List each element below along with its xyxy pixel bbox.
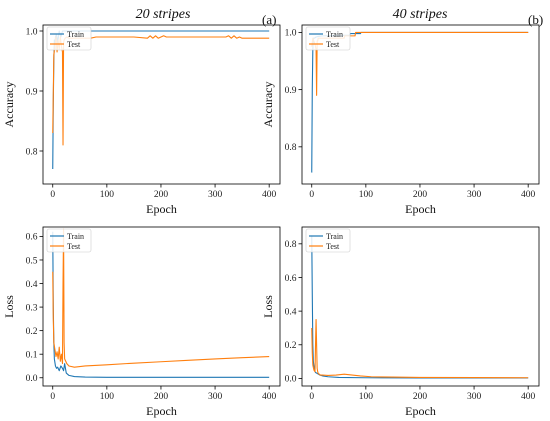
y-tick-label: 0.8 (285, 240, 297, 250)
series-line-test (52, 35, 270, 146)
legend-entry-train: Train (326, 30, 343, 39)
y-tick-label: 0.9 (26, 87, 38, 97)
y-axis-label: Accuracy (2, 82, 16, 128)
x-axis-label: Epoch (146, 404, 177, 418)
x-tick-label: 0 (50, 190, 55, 200)
y-tick-label: 0.2 (26, 327, 38, 337)
y-axis-label: Loss (261, 295, 275, 318)
y-axis-label: Accuracy (261, 82, 275, 128)
plot-frame (301, 226, 540, 387)
y-tick-label: 0.1 (26, 351, 38, 361)
x-tick-label: 100 (100, 392, 115, 402)
y-tick-label: 0.0 (285, 375, 297, 385)
legend-entry-test: Test (326, 40, 340, 49)
legend-entry-train: Train (326, 232, 343, 241)
plot-frame (42, 24, 281, 185)
x-tick-label: 0 (309, 190, 314, 200)
plot-frame (42, 226, 281, 387)
plot-frame (301, 24, 540, 185)
chart-loss40: 0 100 200 300 400 0.0 0.2 0.4 0.6 0.8 Epoch Loss Tra… (261, 226, 540, 418)
column-title-right: 40 stripes (393, 7, 448, 22)
legend-entry-test: Test (67, 40, 81, 49)
y-tick-label: 1.0 (285, 29, 297, 39)
x-tick-label: 400 (521, 392, 536, 402)
y-tick-label: 0.9 (285, 86, 297, 96)
x-tick-label: 400 (262, 190, 277, 200)
series-line-train (311, 31, 529, 173)
x-tick-label: 300 (467, 392, 482, 402)
x-axis-label: Epoch (405, 202, 436, 216)
chart-panels: 0 100 200 300 400 0.8 0.9 1.0 Epoch Accuracy Train… (2, 24, 540, 418)
series-line-train (52, 30, 270, 170)
x-tick-label: 400 (521, 190, 536, 200)
column-title-left: 20 stripes (136, 7, 191, 22)
y-tick-label: 0.5 (26, 256, 38, 266)
y-tick-label: 0.8 (26, 147, 38, 157)
x-tick-label: 300 (208, 190, 223, 200)
x-tick-label: 200 (413, 190, 428, 200)
x-tick-label: 100 (359, 190, 374, 200)
x-tick-label: 400 (262, 392, 277, 402)
x-tick-label: 0 (309, 392, 314, 402)
y-tick-label: 0.4 (285, 307, 297, 317)
x-tick-label: 0 (50, 392, 55, 402)
legend-entry-train: Train (67, 30, 84, 39)
y-tick-label: 0.4 (26, 280, 38, 290)
series-line-train (52, 231, 270, 378)
x-tick-label: 300 (467, 190, 482, 200)
legend-entry-train: Train (67, 232, 84, 241)
series-line-test (52, 228, 270, 368)
chart-acc40: 0 100 200 300 400 0.8 0.9 1.0 Epoch Accuracy Train… (261, 24, 540, 216)
y-tick-label: 0.0 (26, 374, 38, 384)
y-axis-label: Loss (2, 295, 16, 318)
y-tick-label: 1.0 (26, 27, 38, 37)
x-axis-label: Epoch (405, 404, 436, 418)
y-tick-label: 0.3 (26, 303, 38, 313)
x-tick-label: 200 (154, 190, 169, 200)
chart-acc20: 0 100 200 300 400 0.8 0.9 1.0 Epoch Accuracy Train… (2, 24, 281, 216)
panel-letter-a: (a) (262, 12, 276, 27)
x-tick-label: 100 (100, 190, 115, 200)
legend-entry-test: Test (67, 242, 81, 251)
x-tick-label: 300 (208, 392, 223, 402)
legend-entry-test: Test (326, 242, 340, 251)
x-axis-label: Epoch (146, 202, 177, 216)
y-tick-label: 0.6 (26, 233, 38, 243)
y-tick-label: 0.2 (285, 341, 297, 351)
x-tick-label: 200 (413, 392, 428, 402)
series-line-test (311, 318, 529, 379)
y-tick-label: 0.6 (285, 274, 297, 284)
chart-loss20: 0 100 200 300 400 0.0 0.1 0.2 0.3 0.4 0.5 0.6 Epoch L… (2, 226, 281, 418)
x-tick-label: 200 (154, 392, 169, 402)
x-tick-label: 100 (359, 392, 374, 402)
y-tick-label: 0.8 (285, 143, 297, 153)
series-line-train (311, 235, 529, 379)
panel-letter-b: (b) (528, 12, 543, 27)
